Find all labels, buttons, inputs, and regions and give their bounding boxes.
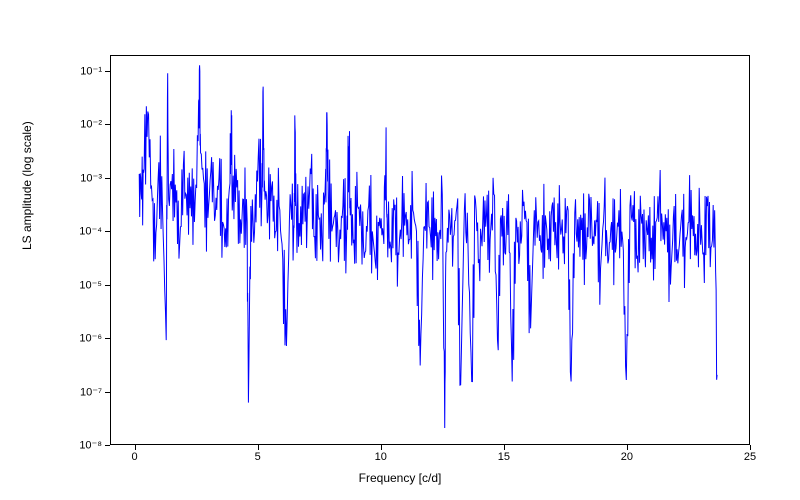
y-tick-label: 10⁻² <box>80 118 102 131</box>
x-tick-label: 10 <box>375 451 387 463</box>
y-tick-label: 10⁻⁴ <box>79 225 102 238</box>
x-tick-label: 5 <box>255 451 261 463</box>
x-tick <box>381 445 382 450</box>
y-tick <box>105 71 110 72</box>
x-tick <box>750 445 751 450</box>
x-tick-label: 25 <box>744 451 756 463</box>
y-tick-label: 10⁻⁷ <box>80 385 102 398</box>
x-tick-label: 0 <box>132 451 138 463</box>
y-tick <box>105 392 110 393</box>
power-spectrum-line <box>111 56 749 444</box>
y-tick-label: 10⁻⁵ <box>79 278 102 291</box>
x-tick-label: 20 <box>621 451 633 463</box>
x-tick <box>504 445 505 450</box>
y-tick <box>105 338 110 339</box>
y-tick <box>105 178 110 179</box>
x-tick-label: 15 <box>498 451 510 463</box>
x-tick <box>258 445 259 450</box>
y-tick-label: 10⁻³ <box>80 171 102 184</box>
y-tick-label: 10⁻⁶ <box>79 332 102 345</box>
y-tick <box>105 285 110 286</box>
x-axis-label: Frequency [c/d] <box>359 471 442 485</box>
x-tick <box>135 445 136 450</box>
figure-container: LS amplitude (log scale) Frequency [c/d]… <box>0 0 800 500</box>
plot-area <box>110 55 750 445</box>
y-tick-label: 10⁻¹ <box>80 65 102 78</box>
y-tick-label: 10⁻⁸ <box>79 439 102 452</box>
y-axis-label: LS amplitude (log scale) <box>20 121 34 250</box>
x-tick <box>627 445 628 450</box>
y-tick <box>105 445 110 446</box>
y-tick <box>105 231 110 232</box>
y-tick <box>105 124 110 125</box>
